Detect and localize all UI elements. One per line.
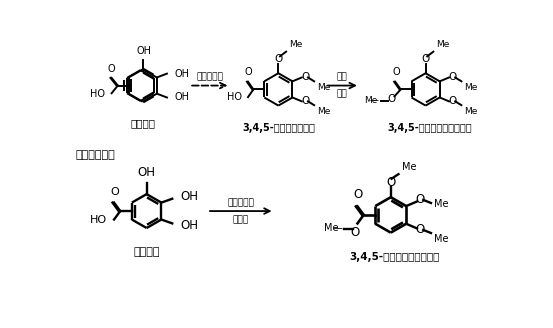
Text: OH: OH	[136, 46, 151, 56]
Text: —: —	[332, 223, 342, 233]
Text: O: O	[301, 72, 310, 82]
Text: OH: OH	[138, 166, 155, 179]
Text: OH: OH	[181, 219, 199, 232]
Text: Me: Me	[324, 223, 338, 233]
Text: OH: OH	[175, 69, 190, 79]
Text: —: —	[370, 96, 379, 105]
Text: O: O	[387, 94, 395, 104]
Text: 3,4,5-三甲氧基苯甲酸甲酯: 3,4,5-三甲氧基苯甲酸甲酯	[349, 252, 440, 262]
Text: O: O	[353, 188, 363, 201]
Text: Me: Me	[436, 40, 450, 50]
Text: O: O	[244, 67, 252, 77]
Text: O: O	[274, 54, 283, 64]
Text: HO: HO	[227, 92, 242, 102]
Text: Me: Me	[434, 234, 448, 244]
Text: 硫酸鿣: 硫酸鿣	[233, 215, 249, 224]
Text: O: O	[449, 72, 457, 82]
Text: O: O	[351, 226, 360, 239]
Text: O: O	[301, 96, 310, 106]
Text: Me: Me	[317, 107, 331, 116]
Text: HO: HO	[90, 89, 106, 99]
Text: O: O	[415, 223, 425, 236]
Text: 一步合成法：: 一步合成法：	[75, 150, 115, 160]
Text: O: O	[108, 64, 116, 74]
Text: O: O	[392, 67, 400, 77]
Text: 硫酸: 硫酸	[337, 90, 348, 98]
Text: Me: Me	[289, 40, 302, 50]
Text: 甲醇: 甲醇	[337, 73, 348, 82]
Text: Me: Me	[401, 162, 416, 172]
Text: Me: Me	[364, 96, 378, 105]
Text: O: O	[111, 187, 119, 197]
Text: 没食子酸: 没食子酸	[131, 119, 155, 129]
Text: Me: Me	[317, 83, 331, 92]
Text: O: O	[449, 96, 457, 106]
Text: 硫酸二甲酯: 硫酸二甲酯	[227, 198, 254, 207]
Text: 没食子酸: 没食子酸	[133, 247, 160, 257]
Text: OH: OH	[181, 190, 199, 203]
Text: Me: Me	[465, 83, 478, 92]
Text: OH: OH	[175, 92, 190, 102]
Text: 3,4,5-三甲氧基苯甲酸甲酯: 3,4,5-三甲氧基苯甲酸甲酯	[387, 123, 472, 133]
Text: O: O	[415, 194, 425, 206]
Text: 硫酸二甲酯: 硫酸二甲酯	[196, 73, 223, 82]
Text: O: O	[386, 176, 395, 189]
Text: HO: HO	[90, 215, 107, 225]
Text: O: O	[421, 54, 430, 64]
Text: 3,4,5-三甲氧基苯甲酸: 3,4,5-三甲氧基苯甲酸	[242, 123, 315, 133]
Text: Me: Me	[434, 199, 448, 209]
Text: Me: Me	[465, 107, 478, 116]
